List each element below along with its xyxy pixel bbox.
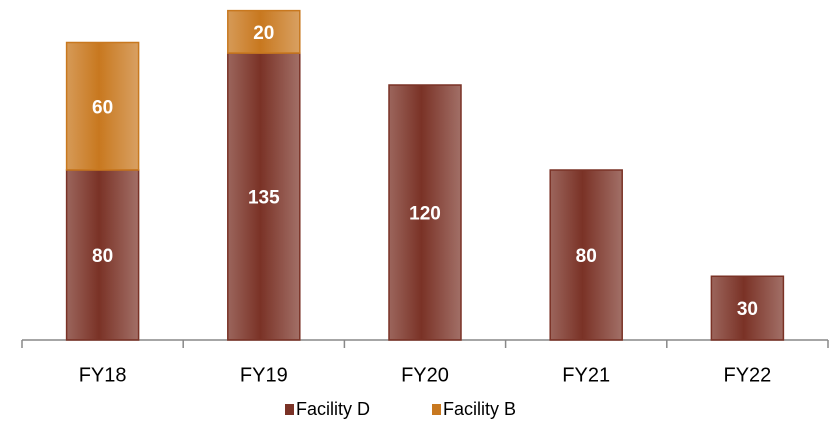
- x-tick-label: FY19: [240, 364, 288, 386]
- legend-label: Facility B: [443, 399, 516, 419]
- data-label: 120: [409, 204, 441, 225]
- data-label: 80: [576, 246, 597, 267]
- legend-swatch: [285, 404, 294, 415]
- data-label: 60: [92, 97, 113, 118]
- data-label: 135: [248, 188, 280, 209]
- bar: [65, 169, 140, 341]
- x-tick-label: FY20: [401, 364, 449, 386]
- data-label: 80: [92, 246, 113, 267]
- legend-swatch: [432, 404, 441, 415]
- x-tick-label: FY22: [723, 364, 771, 386]
- bar: [388, 84, 462, 341]
- x-tick-label: FY21: [562, 364, 610, 386]
- bar: [549, 169, 623, 341]
- data-label: 30: [737, 299, 758, 320]
- bar: [710, 275, 785, 341]
- bar: [227, 52, 301, 341]
- bar: [65, 41, 140, 171]
- data-label: 20: [253, 23, 274, 44]
- bar: [227, 9, 301, 54]
- x-tick-label: FY18: [79, 364, 127, 386]
- legend-label: Facility D: [296, 399, 370, 419]
